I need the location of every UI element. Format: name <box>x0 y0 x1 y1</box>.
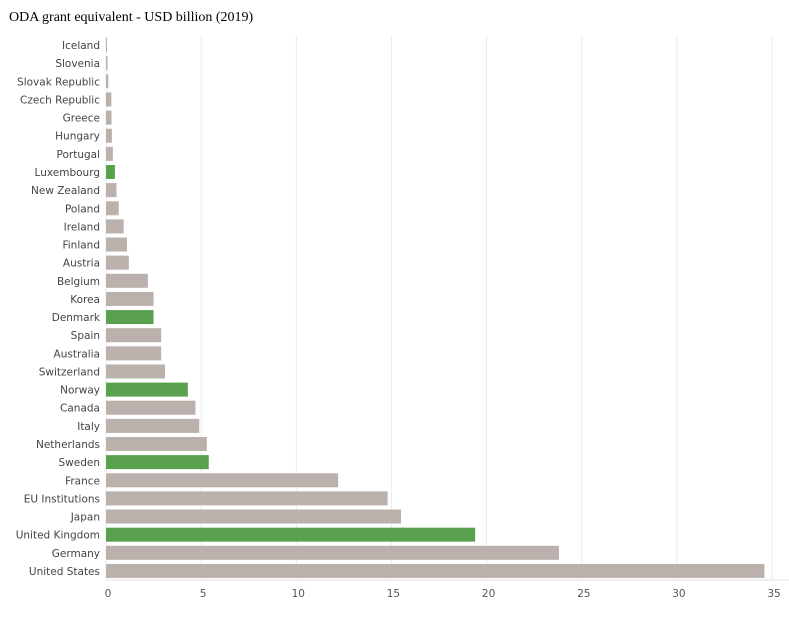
category-label: Slovak Republic <box>17 76 100 88</box>
category-label: Iceland <box>62 40 100 52</box>
category-label: United Kingdom <box>16 530 100 542</box>
category-label: Ireland <box>64 221 100 233</box>
bar-belgium[interactable] <box>106 273 148 288</box>
category-label: Finland <box>62 240 100 252</box>
category-label: Hungary <box>55 131 100 143</box>
category-label: Canada <box>60 403 100 415</box>
bar-italy[interactable] <box>106 418 200 433</box>
category-label: Korea <box>70 294 100 306</box>
category-label: Czech Republic <box>20 94 100 106</box>
bar-spain[interactable] <box>106 328 162 343</box>
bar-hungary[interactable] <box>106 128 112 143</box>
x-tick-label: 35 <box>767 588 780 600</box>
bar-united-kingdom[interactable] <box>106 527 476 542</box>
category-label: United States <box>29 566 100 578</box>
category-label: Greece <box>63 113 100 125</box>
category-label: New Zealand <box>31 185 100 197</box>
bar-norway[interactable] <box>106 382 188 397</box>
category-label: Australia <box>54 348 100 360</box>
bar-austria[interactable] <box>106 255 129 270</box>
category-label: Norway <box>60 385 100 397</box>
category-label: Netherlands <box>36 439 100 451</box>
bar-korea[interactable] <box>106 291 154 306</box>
grid-layer <box>105 36 789 581</box>
x-tick-label: 0 <box>105 588 112 600</box>
category-label: Slovenia <box>55 58 100 70</box>
x-tick-label: 25 <box>577 588 590 600</box>
bar-czech-republic[interactable] <box>106 92 112 107</box>
category-label: Spain <box>71 330 100 342</box>
x-tick-label: 10 <box>292 588 305 600</box>
bar-slovak-republic[interactable] <box>106 74 109 89</box>
x-tick-label: 5 <box>200 588 207 600</box>
category-label: Belgium <box>57 276 100 288</box>
category-label: Sweden <box>59 457 101 469</box>
bar-finland[interactable] <box>106 237 127 252</box>
category-label: Switzerland <box>39 366 100 378</box>
category-labels: Iceland Slovenia Slovak Republic Czech Repu… <box>16 40 101 578</box>
category-label: EU Institutions <box>24 493 100 505</box>
x-axis-ticks: 0 5 10 15 20 25 30 35 <box>105 588 781 600</box>
chart-title: ODA grant equivalent - USD billion (2019… <box>9 10 254 25</box>
category-label: Italy <box>77 421 100 433</box>
bar-eu-institutions[interactable] <box>106 491 388 506</box>
bar-germany[interactable] <box>106 545 559 560</box>
bar-slovenia[interactable] <box>106 56 108 71</box>
category-label: Germany <box>52 548 100 560</box>
bar-greece[interactable] <box>106 110 112 125</box>
bar-united-states[interactable] <box>106 563 765 578</box>
category-label: France <box>65 475 100 487</box>
bar-new-zealand[interactable] <box>106 183 117 198</box>
bar-japan[interactable] <box>106 509 401 524</box>
x-tick-label: 30 <box>672 588 685 600</box>
bar-ireland[interactable] <box>106 219 124 234</box>
x-tick-label: 20 <box>482 588 495 600</box>
bar-iceland[interactable] <box>106 38 107 53</box>
category-label: Austria <box>63 258 100 270</box>
category-label: Poland <box>65 203 100 215</box>
category-label: Japan <box>70 512 100 524</box>
bar-poland[interactable] <box>106 201 119 216</box>
bar-sweden[interactable] <box>106 455 209 470</box>
bar-canada[interactable] <box>106 400 196 415</box>
bar-switzerland[interactable] <box>106 364 165 379</box>
category-label: Luxembourg <box>35 167 100 179</box>
bar-australia[interactable] <box>106 346 162 361</box>
bar-layer <box>106 38 765 578</box>
bar-denmark[interactable] <box>106 310 154 325</box>
bar-netherlands[interactable] <box>106 437 207 451</box>
bar-portugal[interactable] <box>106 146 113 161</box>
bar-france[interactable] <box>106 473 339 488</box>
x-tick-label: 15 <box>387 588 400 600</box>
category-label: Denmark <box>52 312 101 324</box>
bar-luxembourg[interactable] <box>106 165 115 179</box>
category-label: Portugal <box>57 149 101 161</box>
